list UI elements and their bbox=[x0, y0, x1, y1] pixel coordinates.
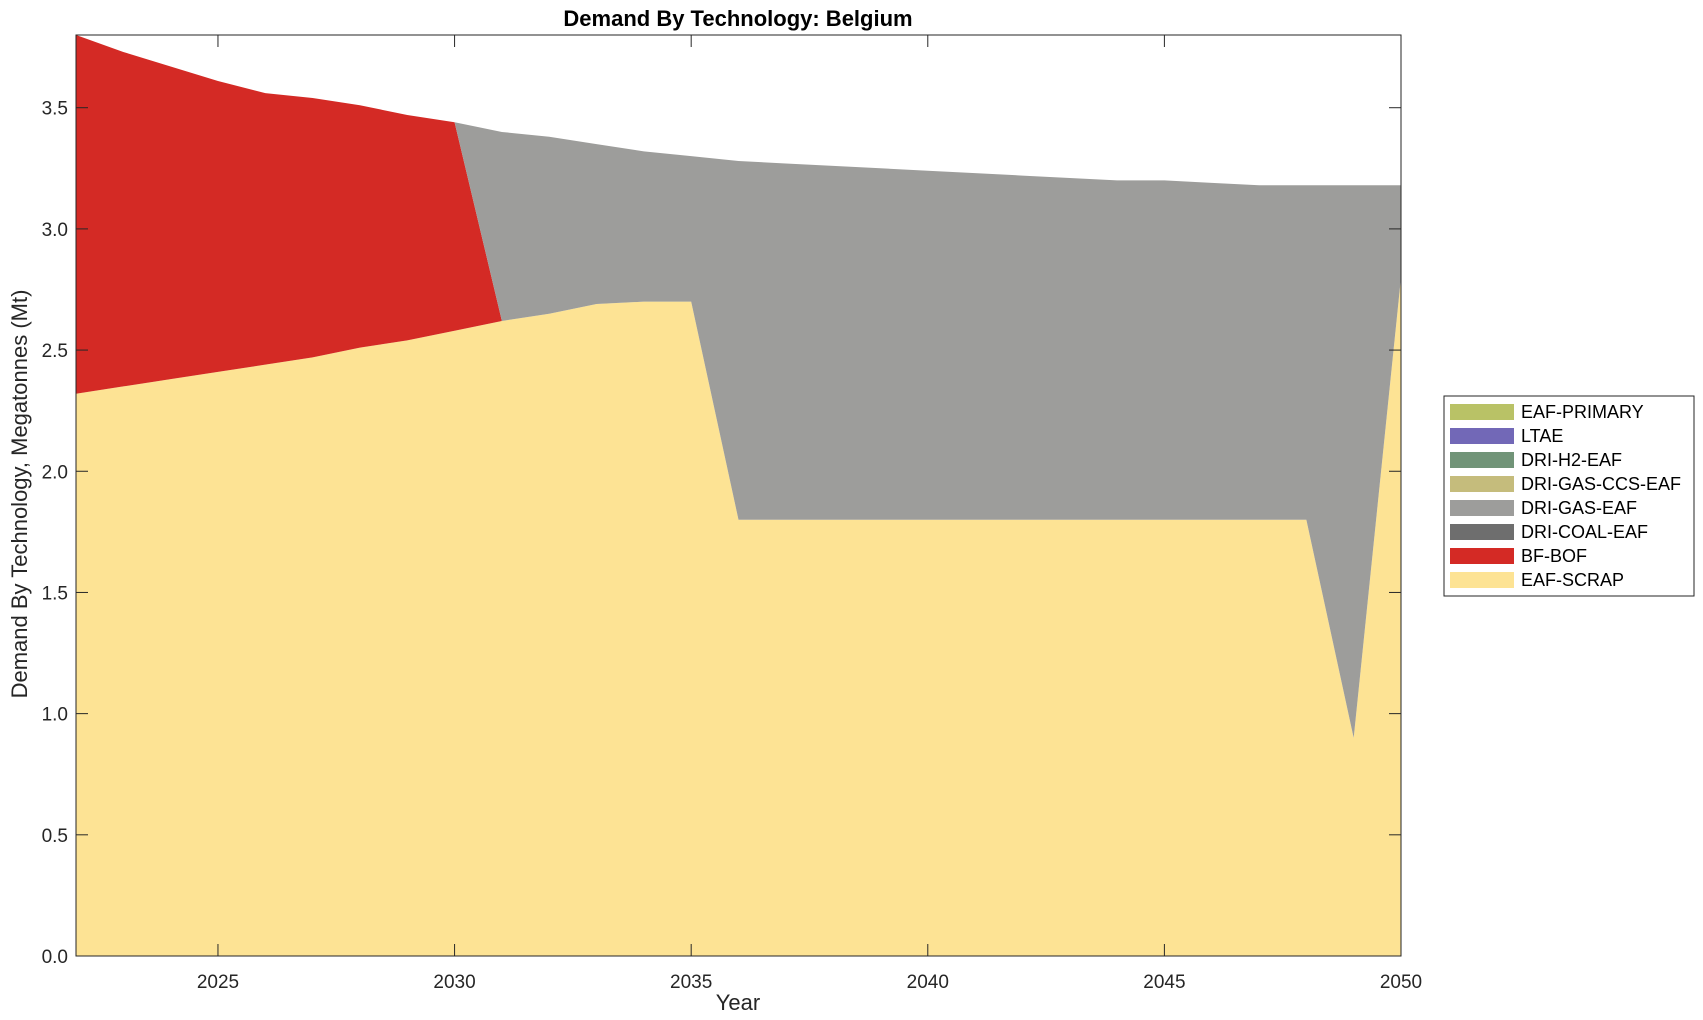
y-tick-label: 0.0 bbox=[42, 947, 68, 968]
legend-label-eaf-scrap: EAF-SCRAP bbox=[1521, 570, 1624, 590]
y-tick-label: 2.0 bbox=[42, 462, 68, 483]
legend-label-ltae: LTAE bbox=[1521, 426, 1563, 446]
legend-box bbox=[1443, 395, 1695, 597]
x-axis-label: Year bbox=[716, 990, 760, 1015]
x-tick-label: 2050 bbox=[1380, 972, 1422, 993]
y-tick-label: 1.0 bbox=[42, 705, 68, 726]
x-tick-label: 2040 bbox=[907, 972, 949, 993]
y-axis-label: Demand By Technology, Megatonnes (Mt) bbox=[7, 290, 32, 699]
legend-label-dri-coal-eaf: DRI-COAL-EAF bbox=[1521, 522, 1648, 542]
plot-frame bbox=[75, 34, 1402, 957]
legend-swatch-dri-coal-eaf bbox=[1450, 524, 1514, 540]
y-tick-label: 2.5 bbox=[42, 341, 68, 362]
legend-label-dri-h2-eaf: DRI-H2-EAF bbox=[1521, 450, 1622, 470]
chart-title: Demand By Technology: Belgium bbox=[563, 6, 912, 31]
legend-swatch-bf-bof bbox=[1450, 548, 1514, 564]
legend-label-dri-gas-ccs-eaf: DRI-GAS-CCS-EAF bbox=[1521, 474, 1681, 494]
y-tick-label: 3.5 bbox=[42, 99, 68, 120]
y-tick-label: 0.5 bbox=[42, 826, 68, 847]
legend-swatch-dri-gas-ccs-eaf bbox=[1450, 476, 1514, 492]
area-series-eaf-scrap bbox=[76, 277, 1401, 956]
legend-label-bf-bof: BF-BOF bbox=[1521, 546, 1587, 566]
legend-label-dri-gas-eaf: DRI-GAS-EAF bbox=[1521, 498, 1637, 518]
legend-swatch-eaf-scrap bbox=[1450, 572, 1514, 588]
legend-swatch-ltae bbox=[1450, 428, 1514, 444]
y-tick-label: 1.5 bbox=[42, 583, 68, 604]
area-series-dri-gas-eaf bbox=[76, 35, 1401, 738]
legend-swatch-eaf-primary bbox=[1450, 404, 1514, 420]
legend-label-eaf-primary: EAF-PRIMARY bbox=[1521, 402, 1644, 422]
x-axis: 2025 2030 2035 2040 2045 2050 bbox=[197, 35, 1422, 993]
x-tick-label: 2025 bbox=[197, 972, 239, 993]
area-series-bf-bof bbox=[76, 35, 1401, 738]
legend-swatch-dri-gas-eaf bbox=[1450, 500, 1514, 516]
area-series-group bbox=[76, 35, 1401, 956]
x-tick-label: 2030 bbox=[433, 972, 475, 993]
legend-items: EAF-PRIMARY LTAE DRI-H2-EAF DRI-GAS-CCS-EAF… bbox=[1450, 402, 1681, 590]
x-tick-label: 2045 bbox=[1143, 972, 1185, 993]
x-tick-label: 2035 bbox=[670, 972, 712, 993]
y-axis: 0.0 0.5 1.0 1.5 2.0 2.5 3.0 3.5 bbox=[42, 99, 1401, 968]
legend-swatch-dri-h2-eaf bbox=[1450, 452, 1514, 468]
y-tick-label: 3.0 bbox=[42, 220, 68, 241]
legend: EAF-PRIMARY LTAE DRI-H2-EAF DRI-GAS-CCS-EAF… bbox=[1443, 395, 1695, 597]
